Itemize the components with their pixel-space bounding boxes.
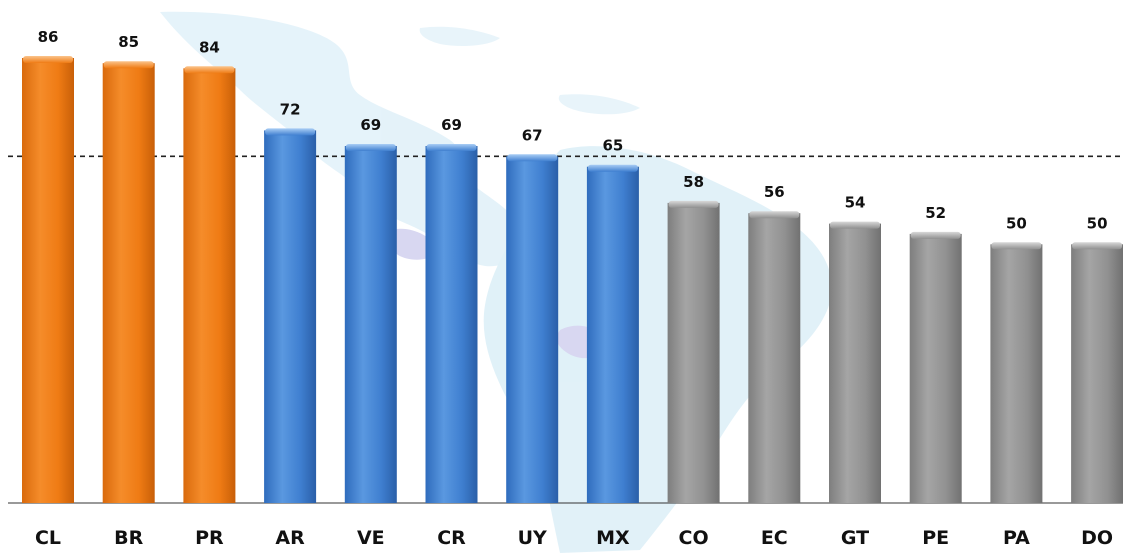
category-label-pa: PA xyxy=(1003,527,1030,549)
background-map xyxy=(160,11,832,553)
value-label-gt: 54 xyxy=(845,194,866,212)
value-label-pr: 84 xyxy=(199,38,220,56)
bar-cap-pr xyxy=(184,66,235,74)
bar-co xyxy=(667,202,720,503)
category-label-mx: MX xyxy=(596,527,630,549)
bars-layer xyxy=(22,56,1123,504)
bar-cap-pa xyxy=(991,242,1042,250)
value-label-cl: 86 xyxy=(38,28,59,46)
category-labels-layer: CL BR PR AR VE CR UY MX CO EC GT PE PA DO xyxy=(35,527,1113,549)
map-caribbean-shape xyxy=(419,26,640,115)
value-label-ve: 69 xyxy=(360,116,381,134)
category-label-pr: PR xyxy=(195,527,224,549)
bar-br xyxy=(102,63,155,503)
value-label-cr: 69 xyxy=(441,116,462,134)
value-label-br: 85 xyxy=(118,33,139,51)
bar-pr xyxy=(183,68,236,504)
category-label-pe: PE xyxy=(922,527,949,549)
value-label-pe: 52 xyxy=(925,204,946,222)
value-labels-layer: 86 85 84 72 69 69 67 65 58 56 54 52 50 50 xyxy=(38,28,1108,232)
value-label-ec: 56 xyxy=(764,183,785,201)
bar-cap-uy xyxy=(507,154,558,162)
bar-gt xyxy=(829,223,881,503)
bar-pa xyxy=(990,244,1043,504)
category-label-ar: AR xyxy=(275,527,305,549)
category-label-uy: UY xyxy=(518,527,547,549)
bar-uy xyxy=(506,156,559,504)
value-label-co: 58 xyxy=(683,173,704,191)
value-label-mx: 65 xyxy=(602,137,623,155)
value-label-pa: 50 xyxy=(1006,214,1027,232)
bar-do xyxy=(1071,244,1123,504)
bar-cap-cl xyxy=(23,56,73,63)
value-label-uy: 67 xyxy=(522,126,543,144)
bar-cap-do xyxy=(1072,242,1123,250)
value-label-do: 50 xyxy=(1087,214,1108,232)
category-label-cl: CL xyxy=(35,527,61,549)
category-label-gt: GT xyxy=(841,527,869,549)
bar-cap-pe xyxy=(910,231,961,239)
category-label-ec: EC xyxy=(761,527,788,549)
bar-cap-br xyxy=(103,61,154,69)
bar-cap-co xyxy=(668,200,719,208)
bar-cap-cr xyxy=(426,144,477,151)
bar-cap-gt xyxy=(830,221,880,229)
category-label-cr: CR xyxy=(437,527,466,549)
category-label-ve: VE xyxy=(357,527,385,549)
bar-cap-ve xyxy=(345,144,396,151)
bar-cap-mx xyxy=(587,164,638,172)
bar-ec xyxy=(748,213,801,503)
bar-cap-ar xyxy=(265,128,316,136)
category-label-br: BR xyxy=(114,527,143,549)
bar-ar xyxy=(264,130,317,503)
category-label-do: DO xyxy=(1081,527,1113,549)
category-label-co: CO xyxy=(679,527,709,549)
bar-cl xyxy=(22,58,74,503)
bar-cr xyxy=(425,146,478,503)
bar-mx xyxy=(586,166,639,503)
bar-pe xyxy=(909,233,962,503)
bar-ve xyxy=(344,146,397,503)
value-label-ar: 72 xyxy=(280,100,301,118)
map-south-america-shape xyxy=(483,146,832,553)
bar-cap-ec xyxy=(749,211,800,219)
